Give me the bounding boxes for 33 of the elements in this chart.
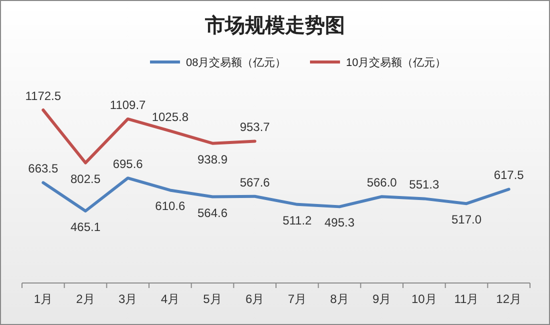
data-label: 566.0 xyxy=(366,176,398,190)
data-label: 564.6 xyxy=(197,206,228,220)
x-tick-label: 9月 xyxy=(372,292,392,306)
data-label: 567.6 xyxy=(240,175,270,190)
data-label: 1025.8 xyxy=(152,110,189,124)
data-label: 802.5 xyxy=(70,172,101,186)
x-tick-label: 4月 xyxy=(160,292,180,306)
legend-label: 08月交易额（亿元） xyxy=(186,56,286,69)
data-label: 617.5 xyxy=(494,168,524,182)
x-tick-label: 8月 xyxy=(330,292,349,306)
data-label: 1172.5 xyxy=(25,89,62,103)
data-label: 551.3 xyxy=(409,178,440,192)
data-label: 1109.7 xyxy=(110,98,146,112)
x-tick-label: 6月 xyxy=(245,292,264,306)
data-label: 663.5 xyxy=(28,162,59,176)
x-tick-label: 7月 xyxy=(288,292,307,306)
x-tick-label: 2月 xyxy=(76,292,95,306)
data-label: 938.9 xyxy=(197,152,228,166)
legend-label: 10月交易额（亿元） xyxy=(346,56,446,69)
data-label: 953.7 xyxy=(240,120,270,134)
x-tick-label: 10月 xyxy=(411,292,437,306)
data-label: 465.1 xyxy=(70,220,101,234)
data-label: 495.3 xyxy=(324,216,355,230)
chart-title: 市场规模走势图 xyxy=(204,14,345,37)
data-label: 610.6 xyxy=(155,199,186,214)
data-label: 517.0 xyxy=(451,212,482,227)
data-label: 511.2 xyxy=(282,213,312,228)
x-tick-label: 5月 xyxy=(203,292,222,306)
x-tick-label: 11月 xyxy=(454,292,479,306)
x-tick-label: 1月 xyxy=(34,292,53,306)
data-label: 695.6 xyxy=(112,157,144,172)
x-tick-label: 12月 xyxy=(496,292,522,306)
x-tick-label: 3月 xyxy=(118,292,138,306)
